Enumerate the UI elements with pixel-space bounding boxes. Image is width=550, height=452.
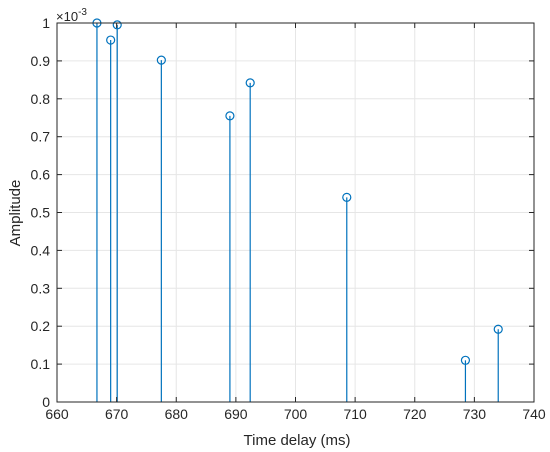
y-axis-label: Amplitude [7,180,24,247]
stem-marker [106,35,116,45]
stem-marker [225,111,235,121]
stem-marker [342,192,352,202]
y-tick-label: 0.3 [31,280,51,296]
y-tick-label: 0.1 [31,356,51,372]
y-tick-label: 0.6 [31,167,51,183]
y-tick-label: 0.9 [31,53,51,69]
stem-marker [156,55,166,65]
y-tick-label: 0.2 [31,318,51,334]
x-tick-label: 720 [403,406,427,422]
y-tick-label: 0.4 [31,242,51,258]
stem-marker [460,355,471,365]
y-tick-label: 1 [42,15,50,31]
x-tick-label: 730 [463,406,487,422]
plot-box [56,22,535,403]
x-tick-label: 660 [45,406,69,422]
x-tick-label: 690 [224,406,248,422]
axes [56,22,535,403]
y-tick-label: 0.5 [31,205,51,221]
stem-marker [245,78,255,88]
y-tick-label: 0 [42,394,50,410]
y-tick-label: 0.8 [31,91,51,107]
y-tick-label: 0.7 [31,129,51,145]
grid [56,22,535,403]
stem-series [92,18,503,402]
x-axis-label: Time delay (ms) [244,432,351,449]
tick-labels: 660 670 680 690 700 710 720 730 740 0 0.1 0.2 0.3 0.4… [31,15,546,422]
stem-marker [112,20,122,30]
x-tick-label: 680 [165,406,189,422]
x-tick-label: 710 [343,406,367,422]
stem-marker [493,324,503,334]
y-multiplier-label: ×10-3 [56,7,87,24]
x-tick-label: 670 [105,406,129,422]
x-tick-label: 700 [284,406,308,422]
x-tick-label: 740 [522,406,546,422]
